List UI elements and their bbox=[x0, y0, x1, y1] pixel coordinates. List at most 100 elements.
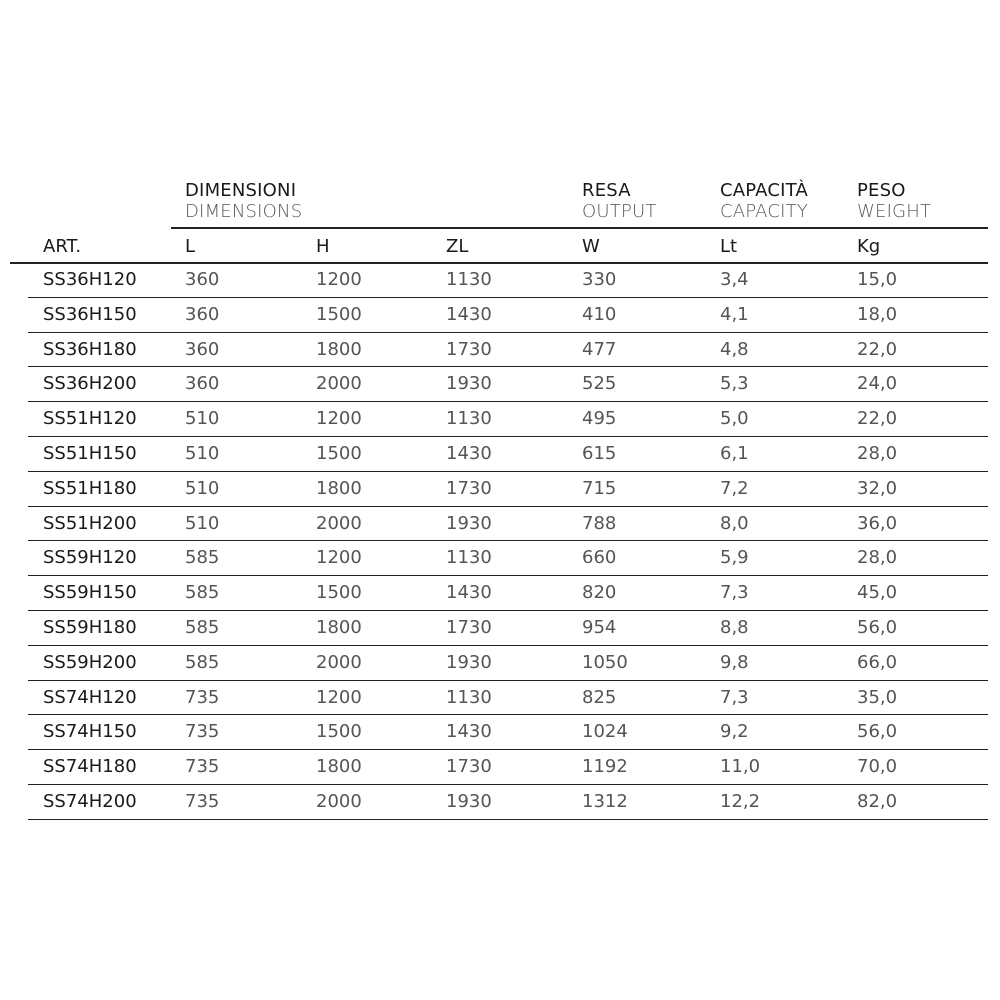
cell-kg: 70,0 bbox=[857, 756, 898, 778]
cell-zl: 1930 bbox=[446, 791, 492, 812]
col-art: ART. bbox=[43, 236, 82, 257]
table-row: SS74H200 735 2000 1930 1312 12,2 82,0 bbox=[28, 785, 988, 820]
cell-w: 788 bbox=[582, 512, 617, 534]
cell-kg: 66,0 bbox=[857, 651, 898, 673]
cell-zl: 1130 bbox=[446, 547, 492, 569]
cell-kg: 28,0 bbox=[857, 547, 898, 569]
cell-l: 735 bbox=[185, 756, 220, 778]
cell-zl: 1130 bbox=[446, 269, 492, 290]
table-row: SS59H200 585 2000 1930 1050 9,8 66,0 bbox=[28, 646, 988, 681]
cell-kg: 45,0 bbox=[857, 582, 898, 604]
cell-lt: 6,1 bbox=[720, 443, 749, 464]
cell-lt: 9,2 bbox=[720, 721, 749, 743]
table-row: SS36H120 360 1200 1130 330 3,4 15,0 bbox=[28, 263, 988, 298]
cell-h: 1500 bbox=[316, 582, 362, 604]
article-code: SS59H120 bbox=[43, 547, 137, 569]
article-code: SS74H180 bbox=[43, 756, 137, 778]
cell-l: 360 bbox=[185, 373, 220, 395]
cell-l: 510 bbox=[185, 408, 220, 430]
table-row: SS74H120 735 1200 1130 825 7,3 35,0 bbox=[28, 681, 988, 716]
article-code: SS51H180 bbox=[43, 477, 137, 499]
cell-w: 330 bbox=[582, 269, 617, 290]
cell-l: 510 bbox=[185, 512, 220, 534]
article-code: SS36H150 bbox=[43, 303, 137, 325]
group-weight-it: PESO bbox=[857, 180, 906, 201]
cell-l: 735 bbox=[185, 686, 220, 708]
cell-l: 510 bbox=[185, 477, 220, 499]
cell-lt: 7,3 bbox=[720, 582, 749, 604]
cell-kg: 18,0 bbox=[857, 303, 898, 325]
cell-lt: 5,3 bbox=[720, 373, 749, 395]
table-row: SS59H180 585 1800 1730 954 8,8 56,0 bbox=[28, 611, 988, 646]
cell-kg: 35,0 bbox=[857, 686, 898, 708]
cell-zl: 1930 bbox=[446, 512, 492, 534]
cell-lt: 11,0 bbox=[720, 756, 761, 778]
cell-kg: 36,0 bbox=[857, 512, 898, 534]
group-dimensions-en: DIMENSIONS bbox=[185, 201, 303, 222]
cell-kg: 22,0 bbox=[857, 408, 898, 430]
cell-zl: 1930 bbox=[446, 651, 492, 673]
cell-h: 1200 bbox=[316, 547, 362, 569]
cell-lt: 7,3 bbox=[720, 686, 749, 708]
cell-h: 1200 bbox=[316, 408, 362, 430]
cell-zl: 1430 bbox=[446, 582, 492, 604]
col-lt: Lt bbox=[720, 236, 738, 257]
cell-zl: 1430 bbox=[446, 443, 492, 464]
cell-h: 2000 bbox=[316, 512, 362, 534]
cell-l: 360 bbox=[185, 338, 220, 360]
group-output-en: OUTPUT bbox=[582, 201, 657, 222]
group-dimensions-it: DIMENSIONI bbox=[185, 180, 297, 201]
group-capacity-en: CAPACITY bbox=[720, 201, 809, 222]
cell-lt: 8,8 bbox=[720, 617, 749, 638]
article-code: SS59H200 bbox=[43, 651, 137, 673]
cell-zl: 1730 bbox=[446, 338, 492, 360]
col-w: W bbox=[582, 236, 600, 257]
col-l: L bbox=[185, 236, 196, 257]
article-code: SS59H180 bbox=[43, 617, 137, 638]
cell-zl: 1730 bbox=[446, 477, 492, 499]
cell-w: 410 bbox=[582, 303, 617, 325]
cell-h: 1500 bbox=[316, 303, 362, 325]
cell-w: 1024 bbox=[582, 721, 628, 743]
table-row: SS36H180 360 1800 1730 477 4,8 22,0 bbox=[28, 333, 988, 368]
table-row: SS59H120 585 1200 1130 660 5,9 28,0 bbox=[28, 541, 988, 577]
cell-w: 615 bbox=[582, 443, 617, 464]
table-row: SS36H150 360 1500 1430 410 4,1 18,0 bbox=[28, 298, 988, 333]
col-h: H bbox=[316, 236, 330, 257]
cell-l: 360 bbox=[185, 269, 220, 290]
cell-lt: 5,0 bbox=[720, 408, 749, 430]
group-weight-en: WEIGHT bbox=[857, 201, 932, 222]
article-code: SS74H150 bbox=[43, 721, 137, 743]
group-capacity-it: CAPACITÀ bbox=[720, 180, 808, 201]
cell-w: 495 bbox=[582, 408, 617, 430]
cell-h: 1800 bbox=[316, 477, 362, 499]
cell-kg: 32,0 bbox=[857, 477, 898, 499]
cell-lt: 8,0 bbox=[720, 512, 749, 534]
cell-h: 1500 bbox=[316, 443, 362, 464]
header-divider bbox=[171, 227, 988, 229]
table-row: SS74H150 735 1500 1430 1024 9,2 56,0 bbox=[28, 715, 988, 751]
cell-h: 2000 bbox=[316, 651, 362, 673]
cell-lt: 9,8 bbox=[720, 651, 749, 673]
cell-lt: 4,1 bbox=[720, 303, 749, 325]
cell-l: 510 bbox=[185, 443, 220, 464]
cell-l: 735 bbox=[185, 791, 220, 812]
cell-zl: 1130 bbox=[446, 408, 492, 430]
cell-h: 1500 bbox=[316, 721, 362, 743]
cell-w: 820 bbox=[582, 582, 617, 604]
table-row: SS51H120 510 1200 1130 495 5,0 22,0 bbox=[28, 402, 988, 437]
cell-kg: 56,0 bbox=[857, 721, 898, 743]
cell-l: 360 bbox=[185, 303, 220, 325]
article-code: SS74H200 bbox=[43, 791, 137, 812]
group-output-it: RESA bbox=[582, 180, 631, 201]
article-code: SS36H120 bbox=[43, 269, 137, 290]
cell-h: 2000 bbox=[316, 373, 362, 395]
col-zl: ZL bbox=[446, 236, 469, 257]
col-kg: Kg bbox=[857, 236, 881, 257]
cell-w: 1192 bbox=[582, 756, 628, 778]
cell-lt: 12,2 bbox=[720, 791, 761, 812]
article-code: SS51H150 bbox=[43, 443, 137, 464]
cell-kg: 82,0 bbox=[857, 791, 898, 812]
cell-lt: 5,9 bbox=[720, 547, 749, 569]
table-row: SS74H180 735 1800 1730 1192 11,0 70,0 bbox=[28, 750, 988, 785]
